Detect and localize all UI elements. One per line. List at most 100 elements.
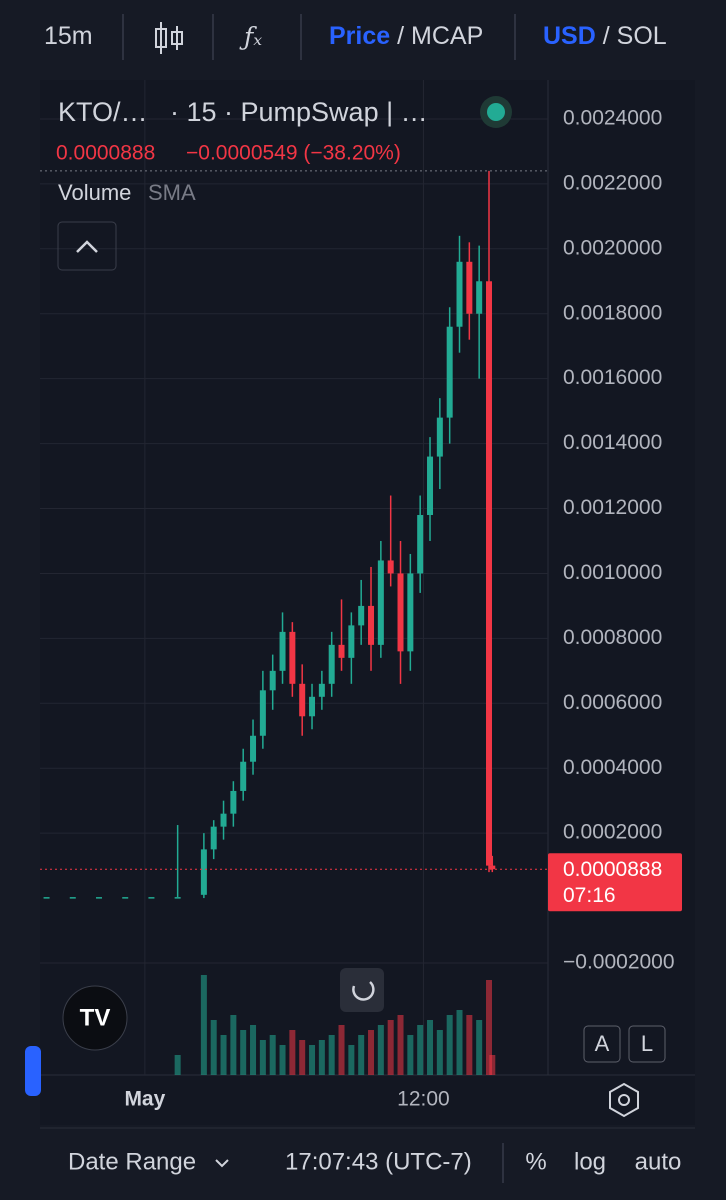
volume-bar [289, 1030, 296, 1075]
sidebar-toggle[interactable] [25, 1046, 41, 1096]
volume-bar [397, 1015, 404, 1075]
log-label: L [641, 1031, 653, 1056]
status-dot [487, 103, 505, 121]
chart-panel [40, 80, 695, 1125]
volume-bar [407, 1035, 414, 1075]
volume-bar [240, 1030, 247, 1075]
volume-bar [446, 1015, 453, 1075]
candles-icon[interactable] [152, 20, 186, 56]
volume-label: Volume [58, 180, 131, 205]
candle-body [328, 644, 335, 684]
symbol: KTO/… [58, 97, 148, 127]
candle-body [174, 897, 181, 899]
candle-body [407, 573, 414, 652]
y-tick-label: 0.0010000 [563, 561, 662, 584]
last-price-label: 0.0000888 [563, 858, 662, 881]
candle-body [148, 897, 155, 899]
y-tick-label: 0.0004000 [563, 756, 662, 779]
indicators-button[interactable]: ƒₓ [244, 22, 263, 51]
volume-bar [417, 1025, 424, 1075]
candle-body [397, 573, 404, 652]
candle-body [309, 696, 316, 717]
candle-body [338, 644, 345, 658]
volume-bar [427, 1020, 434, 1075]
candle-body [489, 865, 496, 870]
volume-bar [466, 1015, 473, 1075]
candle-body [358, 605, 365, 626]
candle-body [279, 631, 286, 671]
volume-bar [328, 1035, 335, 1075]
volume-bar [210, 1020, 217, 1075]
candle-body [250, 735, 257, 762]
y-tick-label: 0.0022000 [563, 171, 662, 194]
logo[interactable] [62, 985, 128, 1051]
y-tick-label: −0.0002000 [563, 951, 675, 974]
volume-bar [436, 1030, 443, 1075]
log-button[interactable]: log [574, 1148, 606, 1175]
candle-body [200, 849, 207, 895]
candle-body [446, 326, 453, 418]
volume-bar [269, 1035, 276, 1075]
x-tick-label: May [124, 1088, 165, 1111]
separator [212, 14, 214, 60]
y-tick-label: 0.0020000 [563, 236, 662, 259]
clock[interactable]: 17:07:43 (UTC-7) [285, 1148, 472, 1175]
reset-button[interactable] [340, 968, 384, 1012]
candle-body [269, 670, 276, 691]
y-tick-label: 0.0002000 [563, 821, 662, 844]
date-range-button[interactable]: Date Range [68, 1148, 196, 1175]
auto-scale-button[interactable] [583, 1025, 621, 1063]
candle-body [486, 281, 493, 866]
currency-toggle[interactable]: USD / SOL [543, 22, 667, 51]
interval-button[interactable]: 15m [44, 22, 93, 50]
change: −0.0000549 (−38.20%) [186, 142, 401, 165]
percent-button[interactable]: % [525, 1148, 546, 1175]
settings-button[interactable] [609, 1082, 639, 1118]
mcap-option[interactable]: / MCAP [397, 22, 484, 50]
candle-body [240, 761, 247, 791]
candle-body [466, 261, 473, 314]
volume-bar [338, 1025, 345, 1075]
auto-button[interactable]: auto [635, 1148, 682, 1175]
collapse-button[interactable] [57, 221, 117, 271]
price-option[interactable]: Price [329, 22, 391, 50]
source: · 15 · PumpSwap | … [170, 97, 428, 127]
candle-body [69, 897, 76, 899]
candle-body [299, 683, 306, 717]
sol-option[interactable]: / SOL [602, 22, 667, 50]
volume-bar [476, 1020, 483, 1075]
log-button[interactable] [628, 1025, 666, 1063]
y-tick-label: 0.0012000 [563, 496, 662, 519]
candle-body [476, 281, 483, 314]
y-tick-label: 0.0008000 [563, 626, 662, 649]
y-tick-label: 0.0024000 [563, 107, 662, 130]
candle-body [259, 690, 266, 736]
candle-body [427, 456, 434, 516]
volume-bar [200, 975, 207, 1075]
reset-icon [352, 981, 375, 1001]
volume-bar [377, 1025, 384, 1075]
candle-body [348, 625, 355, 658]
candle-body [220, 813, 227, 827]
separator [122, 14, 124, 60]
volume-bar [318, 1040, 325, 1075]
separator [300, 14, 302, 60]
usd-option[interactable]: USD [543, 22, 596, 50]
settings-icon [618, 1094, 630, 1106]
volume-bar [486, 980, 493, 1075]
volume-bar [250, 1025, 257, 1075]
volume-bar [456, 1010, 463, 1075]
candle-body [95, 897, 102, 899]
candle-body [417, 515, 424, 574]
volume-bar [387, 1020, 394, 1075]
candle-body [436, 417, 443, 457]
candle-body [43, 897, 50, 899]
volume-bar [368, 1030, 375, 1075]
price-mcap-toggle[interactable]: Price / MCAP [329, 22, 483, 51]
last-price: 0.0000888 [56, 142, 155, 165]
volume-bar [348, 1045, 355, 1075]
y-tick-label: 0.0016000 [563, 366, 662, 389]
y-tick-label: 0.0018000 [563, 301, 662, 324]
volume-bar [220, 1035, 227, 1075]
